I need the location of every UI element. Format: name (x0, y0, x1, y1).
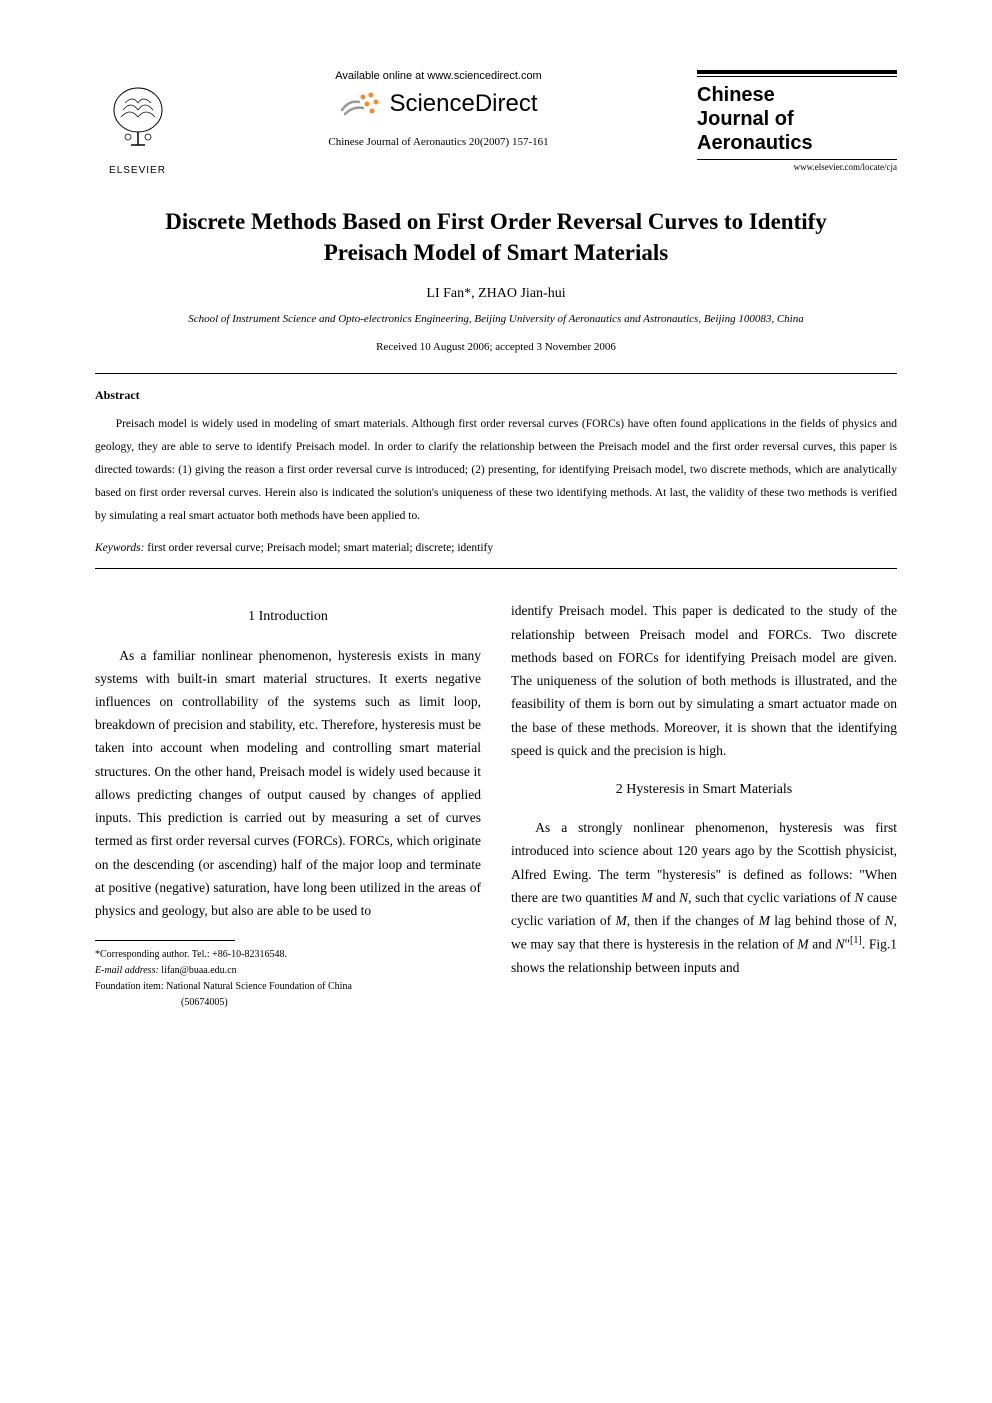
email-value: lifan@buaa.edu.cn (159, 965, 237, 976)
corresponding-author: *Corresponding author. Tel.: +86-10-8231… (95, 947, 481, 962)
left-column: 1 Introduction As a familiar nonlinear p… (95, 599, 481, 1011)
hyst-and2: and (809, 937, 836, 952)
intro-continuation: identify Preisach model. This paper is d… (511, 599, 897, 762)
journal-line3: Aeronautics (697, 132, 813, 154)
footnote-separator (95, 940, 235, 941)
elsevier-label: ELSEVIER (95, 165, 180, 176)
article-title: Discrete Methods Based on First Order Re… (155, 206, 837, 268)
foundation-line1: Foundation item: National Natural Scienc… (95, 979, 481, 994)
journal-bar-thin (697, 76, 897, 77)
hyst-n4: N (835, 937, 844, 952)
available-online-text: Available online at www.sciencedirect.co… (200, 70, 677, 82)
hysteresis-heading: 2 Hysteresis in Smart Materials (511, 778, 897, 802)
sciencedirect-icon (339, 90, 381, 118)
journal-bar-top (697, 70, 897, 74)
right-column: identify Preisach model. This paper is d… (511, 599, 897, 1011)
journal-title-block: Chinese Journal of Aeronautics www.elsev… (697, 70, 897, 172)
hyst-mid3: , then if the changes of (627, 913, 759, 928)
foundation-line2: (50674005) (95, 995, 481, 1010)
journal-url: www.elsevier.com/locate/cja (697, 162, 897, 172)
affiliation: School of Instrument Science and Opto-el… (95, 312, 897, 327)
intro-paragraph: As a familiar nonlinear phenomenon, hyst… (95, 644, 481, 923)
hyst-m3: M (759, 913, 770, 928)
header-row: ELSEVIER Available online at www.science… (95, 70, 897, 176)
sciencedirect-logo: ScienceDirect (200, 90, 677, 118)
citation-line: Chinese Journal of Aeronautics 20(2007) … (200, 136, 677, 148)
abstract-section: Abstract Preisach model is widely used i… (95, 374, 897, 568)
keywords-line: Keywords: first order reversal curve; Pr… (95, 542, 897, 554)
hyst-m4: M (797, 937, 808, 952)
keywords-label: Keywords: (95, 542, 144, 554)
journal-name: Chinese Journal of Aeronautics (697, 83, 897, 155)
journal-bar-bottom (697, 159, 897, 160)
hyst-ref: [1] (850, 935, 862, 946)
abstract-heading: Abstract (95, 388, 897, 403)
body-columns: 1 Introduction As a familiar nonlinear p… (95, 599, 897, 1011)
journal-line2: Journal of (697, 108, 794, 130)
hyst-n3: N (885, 913, 894, 928)
hyst-m2: M (615, 913, 626, 928)
hyst-n1: N (679, 890, 688, 905)
hysteresis-paragraph: As a strongly nonlinear phenomenon, hyst… (511, 816, 897, 979)
footnotes: *Corresponding author. Tel.: +86-10-8231… (95, 947, 481, 1010)
intro-heading: 1 Introduction (95, 605, 481, 629)
email-line: E-mail address: lifan@buaa.edu.cn (95, 963, 481, 978)
abstract-text: Preisach model is widely used in modelin… (95, 413, 897, 528)
authors: LI Fan*, ZHAO Jian-hui (95, 286, 897, 302)
elsevier-tree-icon (103, 85, 173, 155)
hyst-and1: and (653, 890, 680, 905)
hyst-mid1: , such that cyclic variations of (688, 890, 854, 905)
journal-line1: Chinese (697, 84, 775, 106)
hyst-m1: M (641, 890, 652, 905)
header-center: Available online at www.sciencedirect.co… (180, 70, 697, 148)
abstract-bottom-rule (95, 568, 897, 569)
keywords-text: first order reversal curve; Preisach mod… (144, 542, 493, 554)
sciencedirect-text: ScienceDirect (389, 90, 537, 118)
elsevier-logo-block: ELSEVIER (95, 70, 180, 176)
email-label: E-mail address: (95, 965, 159, 976)
dates: Received 10 August 2006; accepted 3 Nove… (95, 341, 897, 353)
hyst-mid4: lag behind those of (770, 913, 885, 928)
